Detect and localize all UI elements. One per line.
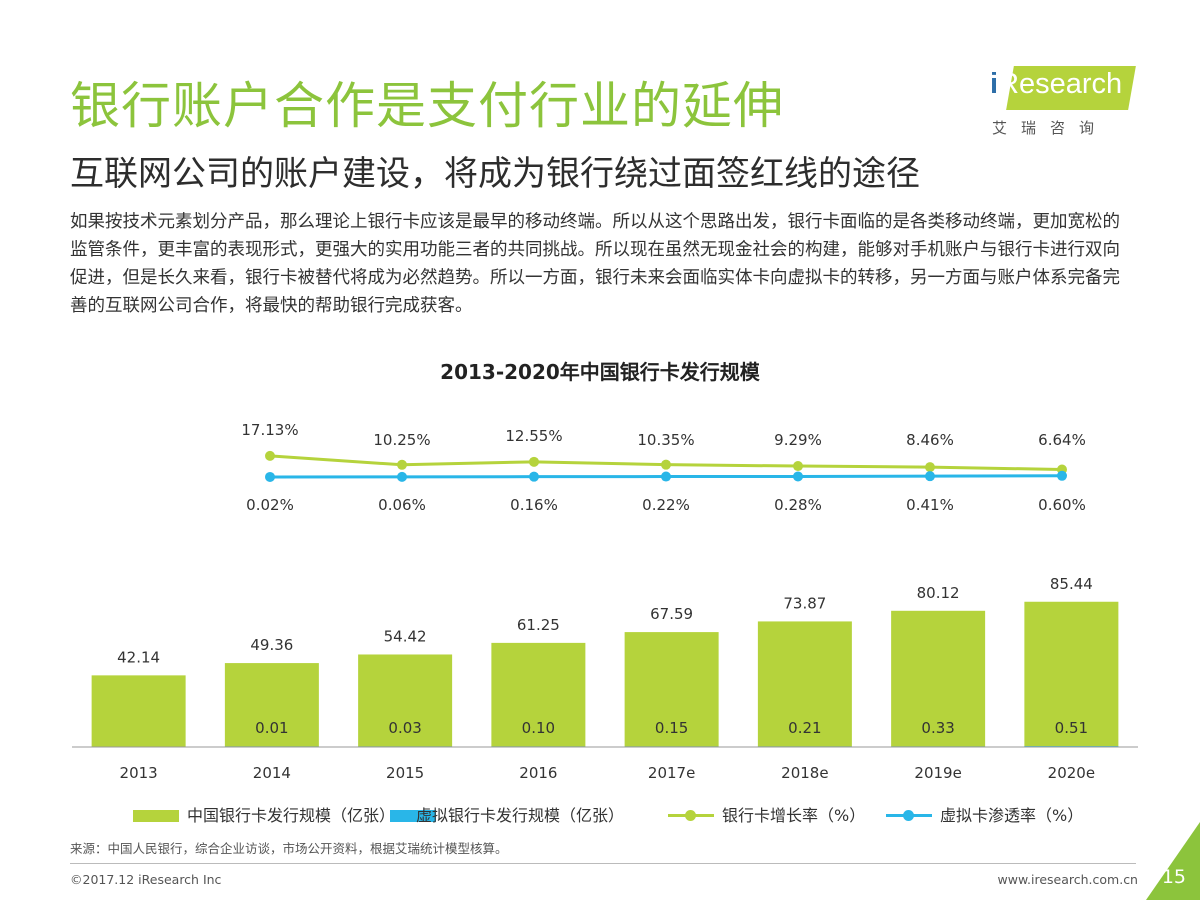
bank-card-bar	[891, 610, 986, 747]
bank-card-bar-label: 61.25	[517, 616, 560, 634]
x-axis-tick-label: 2014	[253, 764, 291, 782]
penetration-rate-label: 0.28%	[774, 496, 822, 514]
growth-rate-label: 10.35%	[637, 431, 694, 449]
legend-dot-green	[685, 810, 696, 821]
corner-decoration	[1146, 822, 1200, 900]
virtual-card-bar-label: 0.03	[388, 719, 421, 737]
bank-card-bar	[491, 642, 586, 747]
bank-card-bar-label: 67.59	[650, 605, 693, 623]
growth-rate-point	[265, 450, 275, 461]
page-title: 银行账户合作是支付行业的延伸	[70, 77, 784, 135]
logo-wordmark: iResearch	[990, 68, 1122, 101]
penetration-rate-label: 0.02%	[246, 496, 294, 514]
penetration-rate-point	[661, 471, 671, 482]
legend-label: 虚拟卡渗透率（%）	[940, 806, 1084, 825]
virtual-card-bar-label: 0.15	[655, 719, 688, 737]
penetration-rate-label: 0.60%	[1038, 496, 1086, 514]
bank-card-bar-label: 73.87	[783, 594, 826, 612]
growth-rate-label: 8.46%	[906, 431, 954, 449]
website-link[interactable]: www.iresearch.com.cn	[997, 872, 1139, 887]
bank-card-bar	[358, 654, 453, 747]
page-number: 15	[1161, 866, 1186, 888]
source-note: 来源：中国人民银行，综合企业访谈，市场公开资料，根据艾瑞统计模型核算。	[70, 841, 508, 856]
legend-label: 虚拟银行卡发行规模（亿张）	[416, 806, 625, 825]
bank-card-bar	[224, 663, 319, 747]
penetration-rate-point	[925, 471, 935, 482]
penetration-rate-point	[793, 471, 803, 482]
legend-swatch-blue-bar	[390, 810, 436, 822]
penetration-rate-point	[1057, 470, 1067, 481]
bank-card-bar	[624, 632, 719, 747]
bank-card-bar	[757, 621, 852, 747]
growth-rate-label: 6.64%	[1038, 431, 1086, 449]
legend-dot-blue	[903, 810, 914, 821]
penetration-rate-label: 0.22%	[642, 496, 690, 514]
growth-rate-point	[397, 459, 407, 470]
virtual-card-bar-label: 0.21	[788, 719, 821, 737]
bank-card-bar-label: 80.12	[917, 584, 960, 602]
penetration-rate-point	[529, 471, 539, 482]
legend-label: 中国银行卡发行规模（亿张）	[187, 806, 396, 825]
growth-rate-label: 10.25%	[373, 431, 430, 449]
x-axis-tick-label: 2016	[519, 764, 557, 782]
penetration-rate-label: 0.16%	[510, 496, 558, 514]
logo-word: Research	[998, 68, 1123, 100]
bank-card-bar-label: 85.44	[1050, 575, 1093, 593]
legend-swatch-green-bar	[133, 810, 179, 822]
x-axis-tick-label: 2020e	[1048, 764, 1095, 782]
page-subtitle: 互联网公司的账户建设，将成为银行绕过面签红线的途径	[70, 154, 920, 194]
growth-rate-label: 9.29%	[774, 431, 822, 449]
bank-card-bar-label: 42.14	[117, 648, 160, 666]
iresearch-logo: iResearch 艾瑞咨询	[990, 62, 1140, 137]
bank-card-bar	[1024, 601, 1119, 747]
penetration-rate-point	[397, 471, 407, 482]
logo-i-letter: i	[990, 68, 999, 100]
virtual-card-bar-label: 0.10	[522, 719, 555, 737]
virtual-card-bar-label: 0.33	[921, 719, 954, 737]
x-axis-tick-label: 2013	[120, 764, 158, 782]
virtual-card-bar-label: 0.01	[255, 719, 288, 737]
growth-rate-point	[925, 462, 935, 473]
virtual-card-bar-label: 0.51	[1055, 719, 1088, 737]
chart-legend: 中国银行卡发行规模（亿张） 虚拟银行卡发行规模（亿张） 银行卡增长率（%） 虚拟…	[0, 804, 1200, 828]
growth-rate-label: 12.55%	[505, 427, 562, 445]
body-paragraph: 如果按技术元素划分产品，那么理论上银行卡应该是最早的移动终端。所以从这个思路出发…	[70, 212, 1120, 316]
logo-chinese-name: 艾瑞咨询	[992, 119, 1109, 137]
bank-card-bar-label: 49.36	[250, 636, 293, 654]
chart-title: 2013-2020年中国银行卡发行规模	[440, 360, 760, 384]
x-axis-tick-label: 2018e	[781, 764, 828, 782]
penetration-rate-point	[265, 471, 275, 482]
copyright-text: ©2017.12 iResearch Inc	[70, 872, 222, 887]
penetration-rate-label: 0.41%	[906, 496, 954, 514]
growth-rate-point	[529, 456, 539, 467]
growth-rate-label: 17.13%	[241, 421, 298, 439]
bank-card-bar-label: 54.42	[384, 627, 427, 645]
legend-label: 银行卡增长率（%）	[722, 806, 866, 825]
bank-card-bar	[91, 675, 186, 747]
growth-rate-point	[793, 461, 803, 472]
x-axis-tick-label: 2015	[386, 764, 424, 782]
x-axis-tick-label: 2019e	[914, 764, 961, 782]
footer-divider	[70, 863, 1136, 864]
penetration-rate-label: 0.06%	[378, 496, 426, 514]
x-axis-tick-label: 2017e	[648, 764, 695, 782]
growth-rate-point	[661, 459, 671, 470]
